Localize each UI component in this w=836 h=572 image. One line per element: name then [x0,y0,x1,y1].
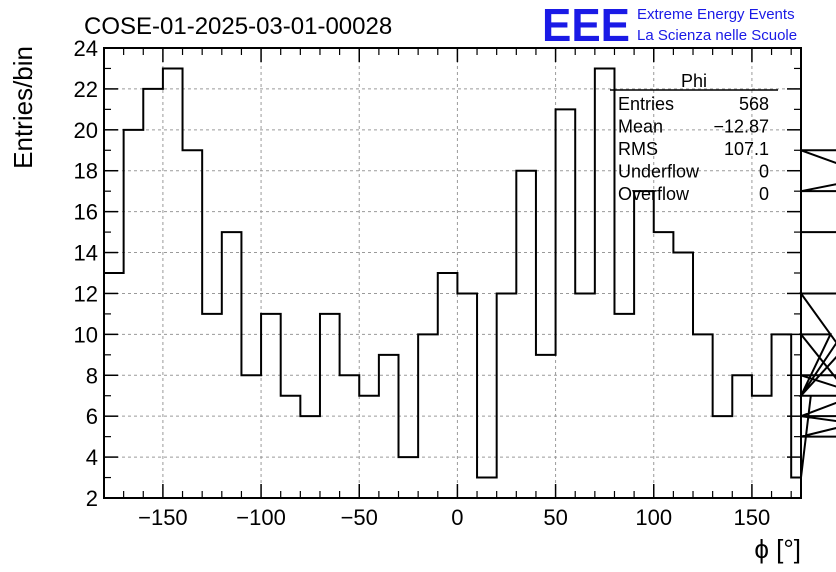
stats-label: Mean [618,117,663,137]
y-tick-label: 20 [74,118,98,143]
stats-label: RMS [618,139,658,159]
x-tick-label: 100 [635,505,672,530]
y-tick-label: 24 [74,36,98,61]
x-tick-label: 150 [734,505,771,530]
stats-value: 568 [739,94,769,114]
y-tick-label: 22 [74,77,98,102]
run-title: COSE-01-2025-03-01-00028 [84,13,392,40]
x-tick-label: −100 [236,505,286,530]
x-axis-label: ϕ [°] [754,534,801,564]
stats-title: Phi [681,71,707,91]
y-tick-label: 8 [86,363,98,388]
stats-value: −12.87 [713,117,769,137]
x-axis: −150 −100 −50 0 50 100 150 [103,48,792,530]
x-tick-label: 0 [451,505,463,530]
x-tick-label: −50 [341,505,378,530]
stats-box: Phi Entries 568 Mean −12.87 RMS 107.1 Underflo… [610,71,778,204]
y-axis-label: Entries/bin [8,46,38,169]
y-tick-label: 18 [74,159,98,184]
y-tick-label: 16 [74,200,98,225]
stats-label: Overflow [618,184,690,204]
stats-label: Underflow [618,162,700,182]
stats-value: 0 [759,162,769,182]
y-tick-label: 12 [74,281,98,306]
stats-value: 107.1 [724,139,769,159]
logo-line-1: Extreme Energy Events [637,6,795,23]
logo-line-2: La Scienza nelle Scuole [637,27,797,44]
stats-label: Entries [618,94,674,114]
x-tick-label: −150 [138,505,188,530]
y-tick-label: 2 [86,486,98,511]
x-tick-label: 50 [543,505,567,530]
y-tick-label: 14 [74,241,98,266]
y-tick-label: 4 [86,445,98,470]
histogram-series [104,67,836,479]
y-tick-label: 10 [74,322,98,347]
y-tick-label: 6 [86,404,98,429]
grid-lines [104,48,801,498]
stats-value: 0 [759,184,769,204]
eee-logo: EEE [542,0,630,51]
